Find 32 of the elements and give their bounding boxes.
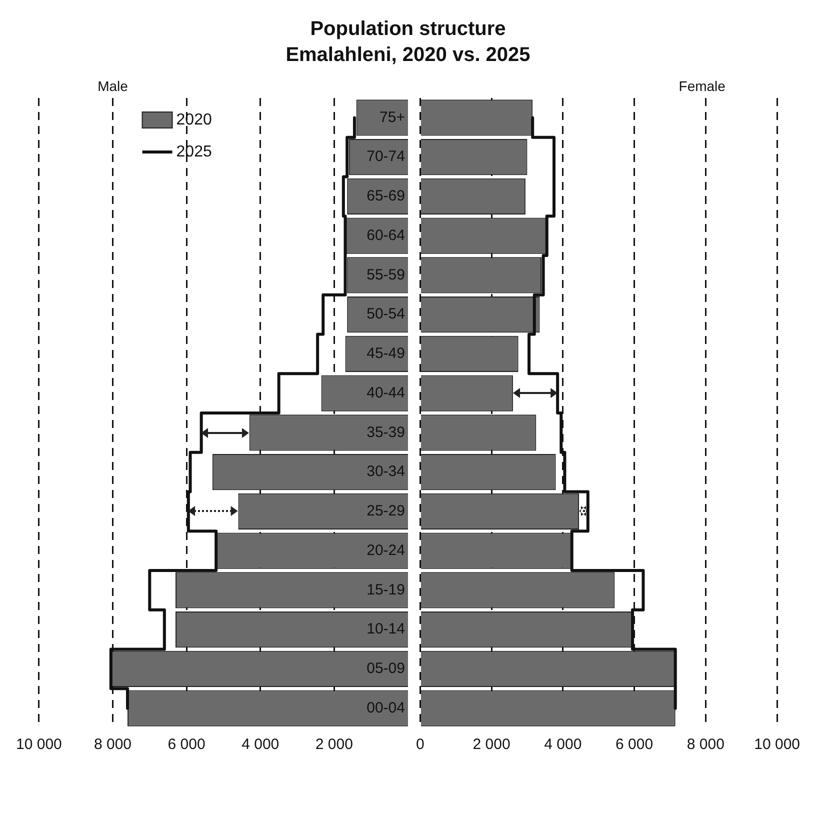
- x-tick-label: 4 000: [242, 736, 280, 754]
- y-tick-label: 00-04: [366, 699, 405, 716]
- y-tick-label: 30-34: [366, 463, 405, 480]
- y-tick-label: 75+: [380, 108, 406, 126]
- y-tick-label: 05-09: [366, 660, 405, 678]
- x-tick-label: 6 000: [168, 736, 206, 754]
- x-tick-label: 4 000: [544, 736, 582, 754]
- x-tick-label: 10 000: [16, 736, 62, 754]
- text: Male: [98, 78, 128, 94]
- y-tick-label: 10-14: [366, 620, 405, 638]
- legend-label: 2025: [176, 143, 212, 160]
- y-tick-label: 70-74: [366, 148, 405, 166]
- x-tick-label: 8 000: [94, 736, 132, 754]
- y-tick-label: 15-19: [366, 581, 405, 598]
- x-tick-label: 2 000: [472, 736, 510, 754]
- x-tick-label: 8 000: [686, 736, 724, 754]
- y-tick-label: 35-39: [366, 424, 405, 441]
- x-tick-label: 10 000: [754, 736, 800, 754]
- x-tick-label: 2 000: [315, 736, 353, 754]
- y-tick-label: 20-24: [366, 542, 405, 559]
- chart-title: Population structure: [309, 17, 507, 42]
- y-tick-label: 60-64: [366, 226, 405, 244]
- y-tick-label: 50-54: [366, 306, 405, 323]
- y-tick-label: 40-44: [366, 384, 405, 402]
- y-tick-label: 55-59: [366, 266, 405, 284]
- x-tick-label: 0: [416, 736, 424, 754]
- y-tick-label: 45-49: [366, 345, 405, 362]
- chart-subtitle: Emalahleni, 2020 vs. 2025: [284, 43, 532, 68]
- x-tick-label: 6 000: [616, 736, 654, 754]
- y-tick-label: 65-69: [366, 188, 405, 205]
- text: Female: [678, 78, 726, 94]
- y-tick-label: 25-29: [366, 502, 405, 520]
